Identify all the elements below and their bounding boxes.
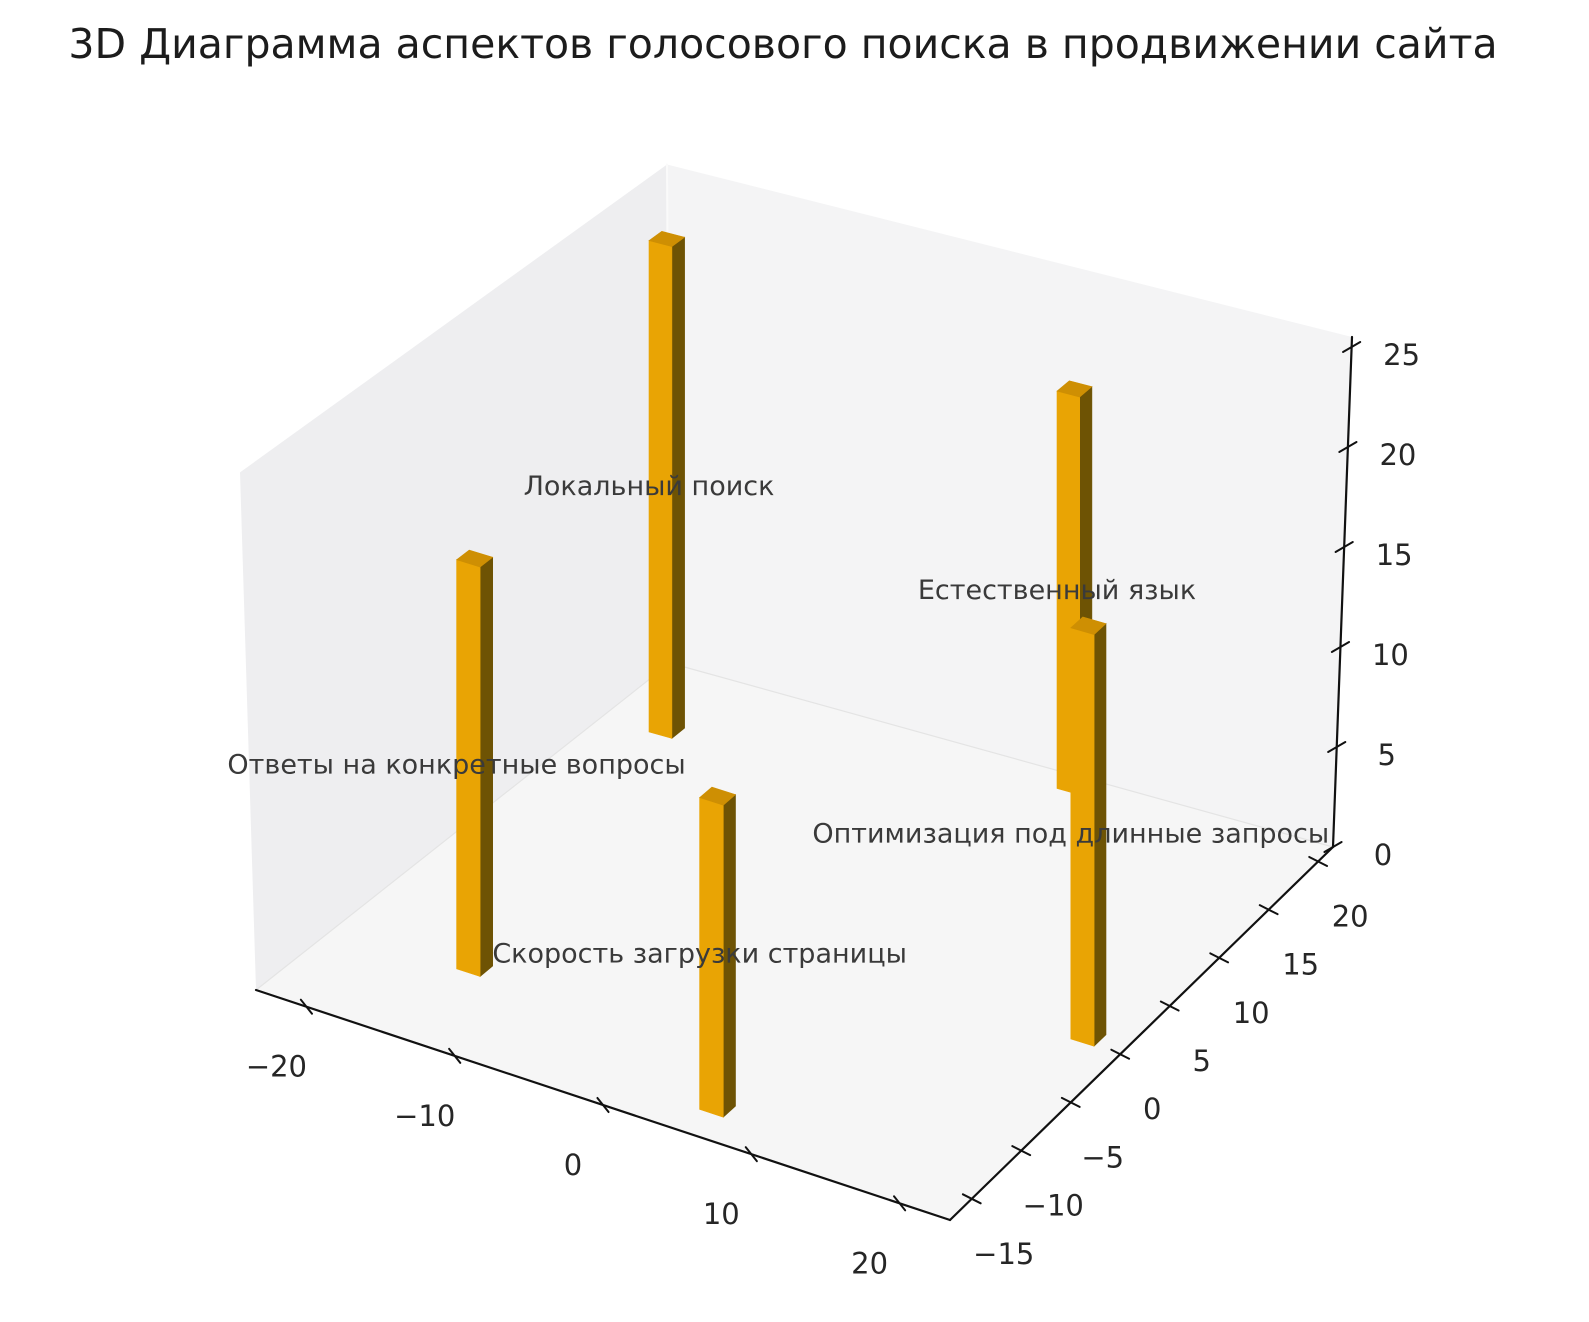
wall-left (240, 164, 670, 990)
floor-right-seam (669, 662, 1334, 848)
bar-label: Ответы на конкретные вопросы (227, 749, 685, 780)
wall-right (667, 164, 1352, 847)
y-tick (1011, 1145, 1032, 1157)
x-tick (744, 1146, 758, 1163)
z-tick-label: 25 (1383, 338, 1420, 372)
x-tick (299, 998, 313, 1015)
y-tick (1209, 952, 1230, 964)
x-tick-label: 0 (564, 1148, 582, 1182)
chart-title: 3D Диаграмма аспектов голосового поиска … (68, 20, 1497, 68)
bar-label: Естественный язык (918, 575, 1196, 606)
y-tick-label: −15 (973, 1237, 1034, 1271)
z-tick-label: 10 (1372, 638, 1409, 672)
x-tick (596, 1096, 610, 1114)
z-tick (1323, 841, 1343, 853)
y-tick (1308, 855, 1329, 867)
bar-top-face (455, 549, 494, 568)
z-axis-line (1331, 335, 1354, 849)
y-tick (1258, 904, 1279, 916)
bar-оптимизация-под-длинные-запросы (1070, 616, 1107, 1047)
z-tick (1338, 441, 1358, 453)
z-tick (1334, 541, 1354, 553)
z-tick (1342, 341, 1362, 353)
x-tick-label: 10 (703, 1197, 740, 1231)
bar-top-face (698, 786, 737, 806)
y-tick-label: 15 (1282, 948, 1319, 982)
y-tick (1159, 1000, 1180, 1012)
x-tick-label: −10 (394, 1099, 455, 1133)
y-tick-label: 10 (1233, 996, 1270, 1030)
y-tick-label: 0 (1143, 1092, 1161, 1126)
y-tick-label: −10 (1023, 1189, 1084, 1223)
bar-ответы-на-конкретные-вопросы (455, 549, 494, 978)
z-tick (1327, 741, 1347, 753)
z-tick-label: 20 (1379, 438, 1416, 472)
x-tick-label: 20 (851, 1246, 888, 1280)
z-tick-label: 15 (1376, 538, 1413, 572)
bar-label: Скорость загрузки страницы (492, 939, 907, 970)
bar-скорость-загрузки-страницы (698, 786, 737, 1118)
z-tick-label: 0 (1374, 838, 1392, 872)
chart-bars (455, 230, 1107, 1118)
y-tick (1110, 1048, 1131, 1060)
y-tick-label: −5 (1081, 1140, 1124, 1174)
x-tick (893, 1195, 907, 1212)
bar-label: Локальный поиск (524, 471, 775, 502)
bar-top-face (1056, 380, 1093, 398)
bar-локальный-поиск (648, 230, 686, 740)
chart-labels: Локальный поиск Ответы на конкретные вопр… (227, 471, 1329, 969)
bar-label: Оптимизация под длинные запросы (812, 818, 1329, 849)
z-tick-label: 5 (1377, 738, 1395, 772)
y-tick-label: 20 (1332, 899, 1369, 933)
y-tick-label: 5 (1192, 1044, 1210, 1078)
z-tick (1330, 641, 1351, 653)
floor (256, 663, 1333, 1220)
bar-top-face (1070, 616, 1107, 635)
bar-top-face (648, 230, 686, 247)
x-tick (448, 1047, 462, 1064)
chart-walls (240, 163, 1352, 1220)
y-tick (961, 1193, 982, 1205)
y-tick (1060, 1096, 1081, 1108)
x-tick-label: −20 (246, 1050, 307, 1084)
